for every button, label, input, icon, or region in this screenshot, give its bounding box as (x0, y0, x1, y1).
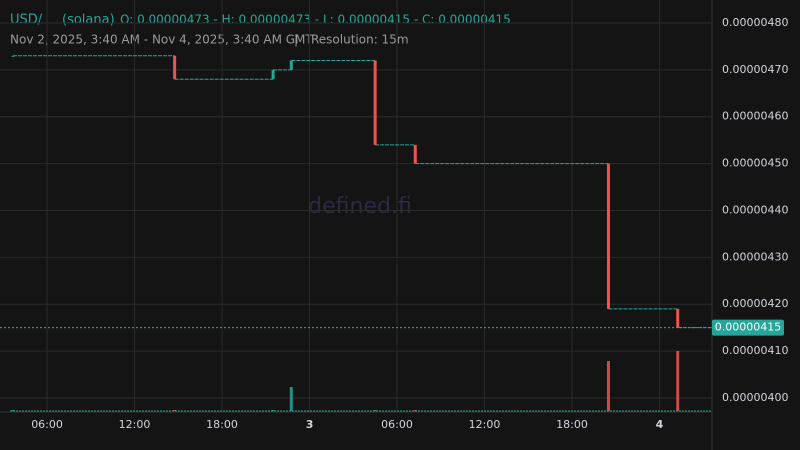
x-tick-label: 12:00 (469, 418, 501, 431)
x-tick-label: 06:00 (381, 418, 413, 431)
volume-bar (289, 387, 293, 411)
watermark: defined.fi (308, 194, 412, 219)
candle-body (373, 60, 377, 145)
y-tick-label: 0.00000450 (722, 157, 788, 170)
x-tick-label: 18:00 (206, 418, 238, 431)
y-tick-label: 0.00000440 (722, 203, 788, 216)
volume-bar (271, 410, 275, 411)
x-tick-label: 18:00 (556, 418, 588, 431)
x-tick-label: 3 (306, 418, 314, 431)
y-tick-label: 0.00000470 (722, 63, 788, 76)
separator: | (294, 33, 298, 47)
volume-bar (173, 410, 177, 411)
last-price-label: 0.00000415 (715, 321, 781, 334)
volume-bar (373, 410, 377, 411)
y-tick-label: 0.00000410 (722, 344, 788, 357)
candle-body (413, 144, 417, 164)
candle-body (676, 308, 680, 328)
x-tick-label: 06:00 (31, 418, 63, 431)
resolution: Resolution: 15m (311, 33, 409, 47)
candle-body (173, 55, 177, 80)
candle-body (606, 163, 610, 309)
candle-body (271, 69, 275, 80)
y-tick-label: 0.00000480 (722, 16, 788, 29)
volume-bar (676, 351, 680, 411)
x-tick-label: 12:00 (119, 418, 151, 431)
y-tick-label: 0.00000420 (722, 297, 788, 310)
candle-body (289, 60, 293, 70)
date-range: Nov 2, 2025, 3:40 AM - Nov 4, 2025, 3:40… (10, 33, 313, 47)
volume-bar (606, 361, 610, 411)
ohlc: O: 0.00000473 - H: 0.00000473 - L: 0.000… (120, 13, 511, 27)
y-tick-label: 0.00000430 (722, 250, 788, 263)
last-price-badge (712, 319, 784, 336)
candle-body (11, 55, 15, 57)
pair: USD/ (10, 13, 43, 28)
x-tick-label: 4 (656, 418, 664, 431)
chain: (solana) (62, 13, 115, 28)
y-tick-label: 0.00000460 (722, 110, 788, 123)
y-tick-label: 0.00000400 (722, 391, 788, 404)
